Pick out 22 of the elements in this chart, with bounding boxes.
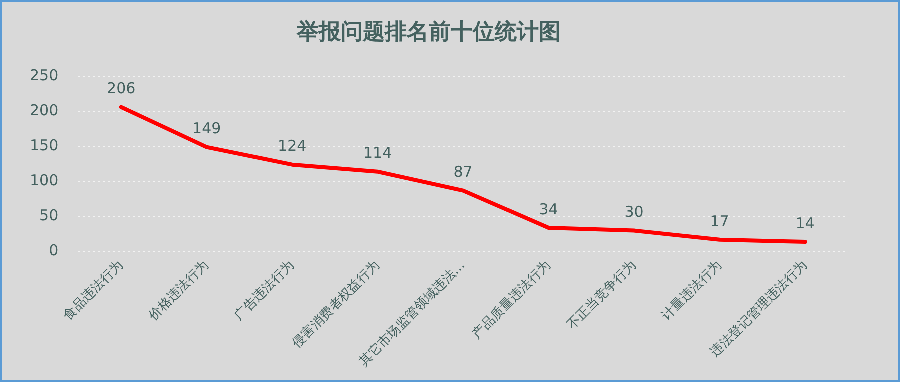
y-tick-label: 100 [30, 172, 59, 190]
data-label: 124 [278, 137, 307, 156]
x-tick-label: 食品违法行为 [60, 258, 127, 324]
data-label: 17 [710, 212, 730, 230]
data-label: 34 [539, 200, 558, 218]
x-tick-label: 计量违法行为 [659, 258, 725, 324]
y-tick-label: 150 [30, 136, 59, 154]
data-label: 206 [107, 80, 136, 98]
data-label: 149 [192, 120, 222, 138]
x-tick-label: 不正当竞争行为 [564, 258, 640, 333]
data-label: 14 [796, 214, 815, 232]
x-tick-label: 价格违法行为 [146, 258, 212, 324]
y-tick-label: 50 [40, 206, 59, 225]
data-label: 87 [454, 163, 473, 182]
y-tick-label: 0 [49, 242, 59, 260]
x-tick-label: 广告违法行为 [232, 258, 298, 324]
data-label: 114 [364, 144, 392, 162]
x-tick-label: 产品质量违法行为 [470, 258, 554, 342]
data-label: 30 [624, 203, 644, 222]
y-tick-label: 200 [30, 101, 59, 120]
y-tick-label: 250 [30, 66, 59, 84]
chart-title: 举报问题排名前十位统计图 [296, 18, 561, 45]
